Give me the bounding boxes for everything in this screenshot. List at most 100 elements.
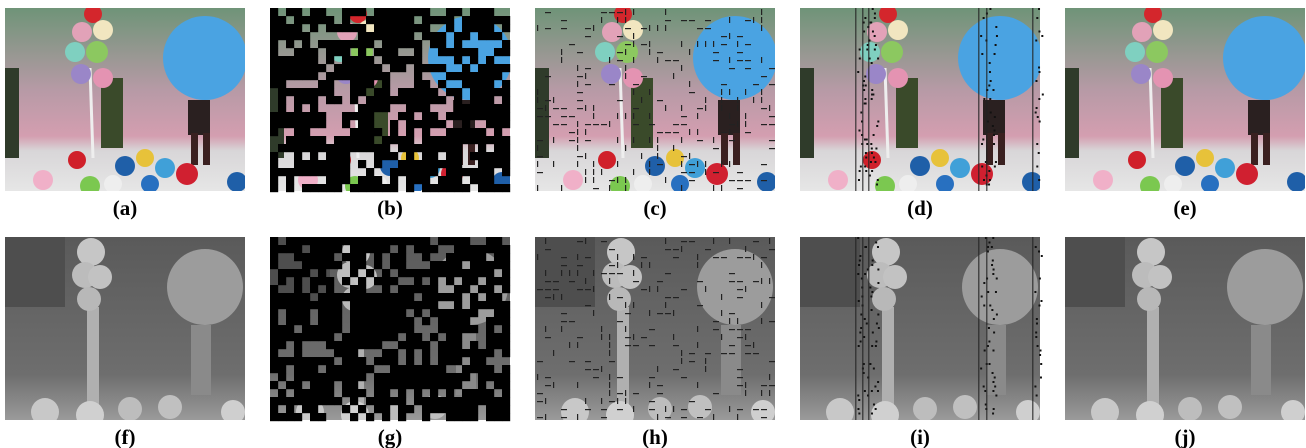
mask-block — [374, 277, 382, 285]
mask-block — [366, 72, 374, 80]
hole — [761, 417, 767, 418]
mask-block — [446, 16, 454, 24]
hole — [705, 20, 711, 21]
mask-block — [294, 301, 302, 309]
mask-block — [366, 64, 374, 72]
mask-block — [398, 405, 406, 413]
mask-block — [390, 16, 398, 24]
mask-block — [358, 341, 366, 349]
mask-block — [318, 277, 326, 285]
hole — [875, 242, 877, 244]
hole — [873, 157, 875, 159]
hole — [585, 73, 586, 79]
mask-block — [382, 349, 390, 357]
hole — [609, 180, 615, 181]
hole-line — [855, 237, 857, 420]
mask-block — [494, 72, 502, 80]
mask-block — [334, 397, 342, 405]
panel — [800, 237, 1043, 429]
hole — [858, 413, 860, 415]
mask-block — [342, 389, 350, 397]
hole — [697, 342, 698, 348]
hole — [673, 345, 679, 346]
mask-block — [286, 136, 294, 144]
hole — [729, 33, 730, 39]
mask-block — [270, 168, 278, 176]
mask-block — [326, 96, 334, 104]
mask-block — [358, 301, 366, 309]
mask-block — [278, 96, 286, 104]
hole — [561, 28, 567, 29]
hole — [689, 92, 695, 93]
hole — [753, 84, 759, 85]
mask-block — [358, 88, 366, 96]
hole — [537, 25, 538, 31]
mask-block — [358, 144, 366, 152]
mask-block — [358, 333, 366, 341]
mask-block — [318, 373, 326, 381]
hole — [609, 350, 610, 356]
mask-block — [326, 160, 334, 168]
hole — [609, 390, 610, 396]
mask-block — [318, 88, 326, 96]
hole — [593, 124, 599, 125]
hole — [545, 76, 551, 77]
mask-block — [478, 128, 486, 136]
hole — [1040, 300, 1042, 302]
hole — [721, 89, 722, 95]
mask-block — [478, 301, 486, 309]
mask-block — [406, 136, 414, 144]
mask-block — [278, 32, 286, 40]
hole — [864, 17, 866, 19]
mask-block — [478, 373, 486, 381]
mask-block — [318, 120, 326, 128]
hole — [989, 363, 991, 365]
hole — [705, 249, 711, 250]
mask-block — [494, 317, 502, 325]
hole-line — [862, 237, 864, 420]
hole — [870, 143, 872, 145]
hole — [657, 52, 663, 53]
mask-block — [486, 96, 494, 104]
mask-block — [294, 357, 302, 365]
hole — [876, 125, 878, 127]
hole — [561, 185, 562, 191]
mask-block — [294, 168, 302, 176]
mask-block — [286, 357, 294, 365]
hole — [982, 139, 984, 141]
mask-block — [478, 168, 486, 176]
mask-block — [294, 24, 302, 32]
hole — [753, 281, 759, 282]
mask-block — [494, 104, 502, 112]
hole — [875, 44, 877, 46]
panel-label: (g) — [378, 425, 403, 448]
mask-block — [358, 64, 366, 72]
hole — [577, 108, 583, 109]
hole — [601, 17, 602, 23]
hole — [569, 132, 575, 133]
hole — [625, 113, 626, 119]
hole — [992, 237, 994, 239]
mask-block — [318, 237, 326, 245]
mask-block — [398, 136, 406, 144]
mask-block — [326, 301, 334, 309]
mask-block — [462, 136, 470, 144]
mask-block — [430, 168, 438, 176]
mask-block — [326, 56, 334, 64]
mask-block — [486, 397, 494, 405]
panel — [1065, 237, 1305, 429]
hole — [761, 409, 767, 410]
mask-block — [310, 301, 318, 309]
mask-block — [278, 64, 286, 72]
mask-block — [478, 32, 486, 40]
hole — [649, 25, 650, 31]
hole — [697, 262, 698, 268]
mask-block — [334, 64, 342, 72]
mask-block — [390, 168, 398, 176]
mask-block — [470, 72, 478, 80]
mask-block — [270, 381, 278, 389]
mask-block — [406, 16, 414, 24]
hole — [625, 65, 626, 71]
mask-block — [334, 317, 342, 325]
hole — [625, 345, 631, 346]
